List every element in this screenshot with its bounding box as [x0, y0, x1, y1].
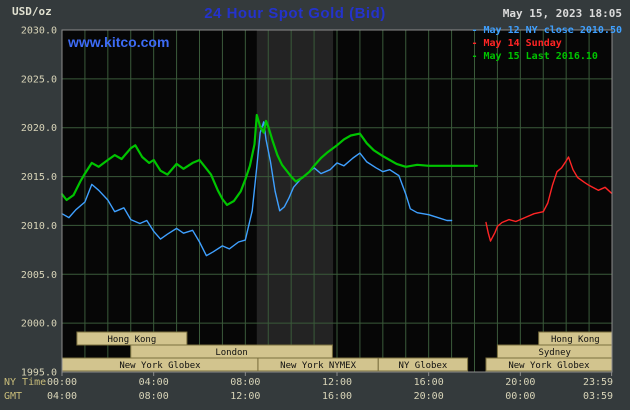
session-band-ny-globex: [377, 357, 469, 372]
legend-label: May 15 Last 2016.10: [483, 51, 598, 62]
x-tick-label-ny: 12:00: [322, 377, 352, 388]
kitco-watermark-link[interactable]: www.kitco.com: [68, 34, 170, 50]
x-tick-label-gmt: 00:00: [505, 391, 535, 402]
x-tick-label-gmt: 04:00: [47, 391, 77, 402]
legend-marker: -: [471, 25, 484, 36]
y-tick-label: 2025.0: [21, 74, 57, 85]
x-tick-label-ny: 00:00: [47, 377, 77, 388]
y-tick-label: 2015.0: [21, 172, 57, 183]
legend-item-0: - May 12 NY close 2010.50: [471, 24, 622, 37]
y-tick-label: 2010.0: [21, 221, 57, 232]
y-tick-label: 2005.0: [21, 270, 57, 281]
session-label: New York NYMEX: [280, 361, 356, 371]
session-label: New York Globex: [119, 361, 201, 371]
legend-item-1: - May 14 Sunday: [471, 37, 622, 50]
chart-title: 24 Hour Spot Gold (Bid): [204, 5, 386, 22]
units-label: USD/oz: [12, 5, 52, 18]
session-label: Hong Kong: [108, 335, 157, 345]
y-tick-label: 2000.0: [21, 319, 57, 330]
series-line-1: [485, 156, 613, 242]
x-tick-label-gmt: 16:00: [322, 391, 352, 402]
x-tick-label-ny: 20:00: [505, 377, 535, 388]
legend-label: May 14 Sunday: [483, 38, 562, 49]
legend-label: May 12 NY close 2010.50: [483, 25, 622, 36]
y-tick-label: 2020.0: [21, 123, 57, 134]
legend: - May 12 NY close 2010.50- May 14 Sunday…: [471, 24, 622, 63]
x-tick-label-ny: 16:00: [414, 377, 444, 388]
series-line-2: [60, 113, 478, 206]
x-tick-label-gmt: 03:59: [583, 391, 613, 402]
x-tick-label-ny: 04:00: [139, 377, 169, 388]
x-tick-label-ny: 08:00: [230, 377, 260, 388]
x-tick-label-ny: 23:59: [583, 377, 613, 388]
highlight-band: [256, 30, 334, 372]
session-label: NY Globex: [399, 361, 448, 371]
session-label: Sydney: [538, 348, 571, 358]
legend-marker: -: [471, 38, 484, 49]
session-label: Hong Kong: [551, 335, 600, 345]
y-tick-label: 1995.0: [21, 368, 57, 379]
legend-item-2: - May 15 Last 2016.10: [471, 50, 622, 63]
series-line-0: [61, 121, 453, 257]
ny-time-axis-label: NY Time: [4, 377, 46, 388]
datetime-label: May 15, 2023 18:05: [502, 7, 622, 20]
x-tick-label-gmt: 12:00: [230, 391, 260, 402]
y-tick-label: 2030.0: [21, 26, 57, 37]
gmt-axis-label: GMT: [4, 391, 22, 402]
legend-marker: -: [471, 51, 484, 62]
x-tick-label-gmt: 08:00: [139, 391, 169, 402]
session-label: London: [215, 348, 248, 358]
x-tick-label-gmt: 20:00: [414, 391, 444, 402]
session-label: New York Globex: [508, 361, 590, 371]
